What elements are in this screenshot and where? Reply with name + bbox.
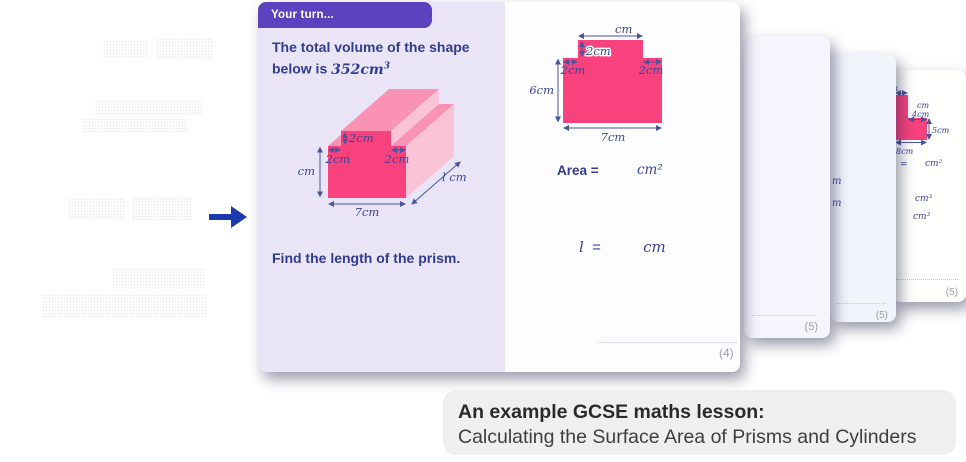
- l-shape-figure: cm cm 4cm 5cm 8cm: [892, 84, 950, 156]
- dim-label: 2cm: [560, 63, 586, 77]
- illegible-text-fragment: [42, 294, 206, 318]
- illegible-text-fragment: [68, 198, 125, 220]
- area-label: Area =: [557, 163, 599, 178]
- illegible-text-fragment: [82, 118, 186, 133]
- working-panel: cm 2cm 2cm 2cm 6cm 7cm Area = cm² l = cm: [505, 2, 740, 372]
- dim-label-fragment: m: [832, 198, 842, 209]
- dim-label: l cm: [442, 170, 467, 184]
- marks-badge: (4): [719, 346, 734, 360]
- volume-unit: cm³: [913, 212, 931, 222]
- dim-label: 2cm: [348, 131, 374, 145]
- illegible-text-fragment: [95, 100, 203, 116]
- caption-box: An example GCSE maths lesson: Calculatin…: [443, 390, 956, 455]
- right-arrow-icon: [209, 203, 249, 231]
- dim-label: 4cm: [911, 110, 930, 119]
- equals-sign: =: [900, 160, 908, 170]
- dim-label: 6cm: [529, 83, 554, 97]
- marks-badge: (5): [804, 321, 818, 333]
- length-unit: cm: [643, 238, 666, 256]
- length-equation: l = cm: [579, 238, 666, 256]
- volume-unit: cm³: [915, 194, 933, 204]
- illegible-text-fragment: [103, 40, 149, 58]
- your-turn-label: Your turn...: [271, 9, 334, 21]
- lesson-slide-card-2: (5): [744, 36, 830, 338]
- prism-figure: 2cm 2cm 2cm 6cm l cm 7cm: [298, 89, 467, 218]
- dim-label: 2cm: [325, 152, 351, 166]
- cross-section-figure: cm 2cm 2cm 2cm 6cm 7cm: [529, 22, 664, 144]
- lesson-slide-card-3: m m (5): [830, 54, 896, 322]
- illegible-text-fragment: [156, 38, 212, 60]
- dim-label: cm: [917, 101, 929, 110]
- caption-title: An example GCSE maths lesson:: [458, 401, 765, 423]
- illegible-text-fragment: [132, 197, 192, 221]
- dim-label: 2cm: [585, 44, 611, 58]
- lesson-slide-card-main: Your turn... The total volume of the sha…: [258, 2, 740, 372]
- equals-sign: =: [592, 239, 601, 256]
- answer-line: [896, 279, 958, 280]
- dim-label: 2cm: [384, 152, 410, 166]
- area-unit: cm²: [637, 162, 663, 178]
- illegible-text-fragment: [112, 268, 204, 290]
- marks-badge: (5): [875, 310, 888, 321]
- dim-label: cm: [615, 22, 632, 36]
- dim-label: 5cm: [932, 126, 950, 135]
- length-symbol: l: [579, 238, 584, 256]
- dim-label: 6cm: [298, 164, 315, 178]
- answer-line: [836, 303, 886, 304]
- dim-label-fragment: m: [832, 176, 842, 187]
- question-panel: Your turn... The total volume of the sha…: [258, 2, 505, 372]
- your-turn-header: Your turn...: [258, 2, 432, 28]
- answer-line: [752, 315, 816, 316]
- area-unit: cm²: [925, 159, 943, 169]
- instruction-text: Find the length of the prism.: [272, 250, 461, 266]
- lesson-slide-card-4: cm cm 4cm 5cm 8cm = cm² cm³ cm³ (5): [892, 70, 966, 302]
- caption-subtitle: Calculating the Surface Area of Prisms a…: [458, 426, 917, 448]
- answer-line: [598, 342, 737, 343]
- marks-badge: (5): [945, 287, 958, 298]
- dim-label: 7cm: [355, 205, 380, 218]
- volume-value: 352cm3: [331, 61, 390, 78]
- dim-label: 2cm: [638, 63, 664, 77]
- dim-label: 7cm: [601, 130, 626, 144]
- dim-label: 8cm: [896, 147, 914, 156]
- question-text: The total volume of the shape below is 3…: [272, 39, 470, 78]
